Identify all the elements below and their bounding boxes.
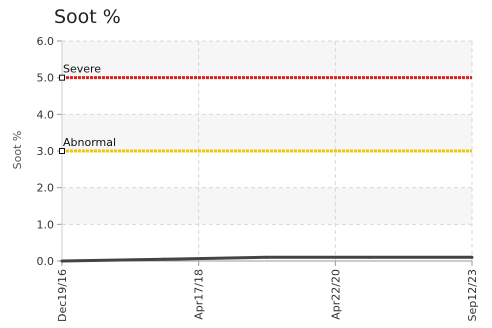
y-tick-label: 1.0 xyxy=(37,218,55,231)
plot-band xyxy=(62,41,472,78)
y-tick-label: 3.0 xyxy=(37,145,55,158)
data-point xyxy=(60,259,64,263)
data-point xyxy=(470,255,474,259)
data-point xyxy=(163,257,166,261)
threshold-label: Abnormal xyxy=(63,136,116,149)
threshold-label: Severe xyxy=(63,63,101,76)
threshold-marker xyxy=(59,148,65,154)
data-point xyxy=(265,255,269,259)
x-tick-label: Apr22/20 xyxy=(329,269,342,320)
chart-title: Soot % xyxy=(54,6,121,28)
y-tick-label: 2.0 xyxy=(37,182,55,195)
y-tick-label: 0.0 xyxy=(37,255,55,268)
plot-band xyxy=(62,187,472,225)
y-axis-label: Soot % xyxy=(11,131,24,170)
threshold-marker xyxy=(59,74,65,81)
y-tick-label: 4.0 xyxy=(37,108,55,121)
plot-band xyxy=(62,151,472,188)
x-tick-label: Dec19/16 xyxy=(56,269,69,322)
y-tick-label: 6.0 xyxy=(37,35,55,48)
x-tick-label: Apr17/18 xyxy=(193,269,206,320)
plot-band xyxy=(62,77,472,115)
data-point xyxy=(368,255,371,259)
plot-band xyxy=(62,224,472,261)
y-tick-label: 5.0 xyxy=(37,72,55,85)
x-tick-label: Sep12/23 xyxy=(466,269,479,321)
plot-band xyxy=(62,114,472,151)
